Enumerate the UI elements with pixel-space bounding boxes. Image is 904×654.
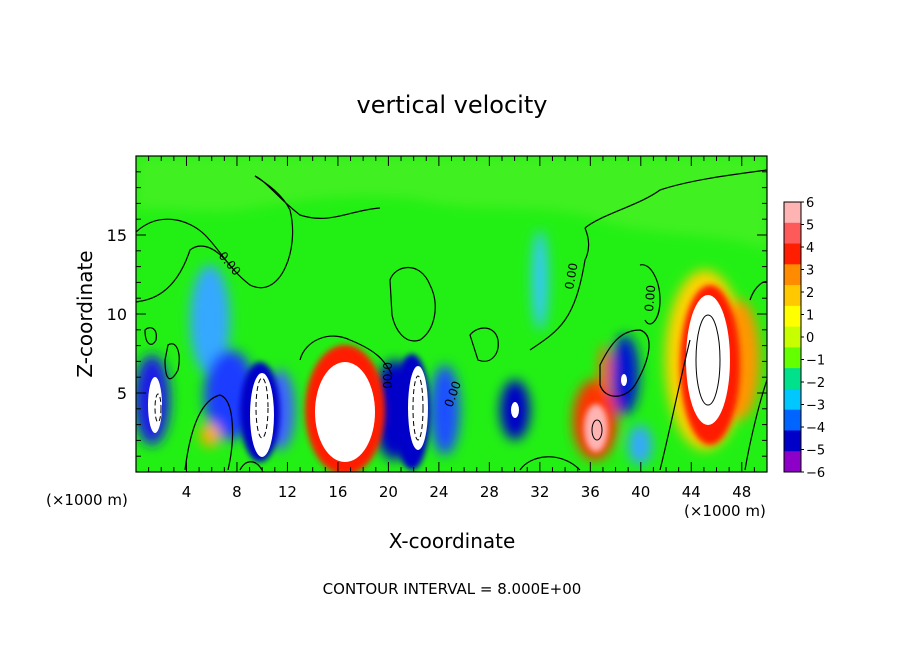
strong-updraft-core <box>250 373 274 457</box>
colorbar-swatch <box>784 409 801 431</box>
colorbar-label: −1 <box>806 354 825 369</box>
y-axis-label: Z-coordinate <box>73 250 97 377</box>
colorbar-swatch <box>784 202 801 224</box>
colorbar-swatch <box>784 326 801 348</box>
x-tick-label: 8 <box>232 483 242 501</box>
x-unit-left: (×1000 m) <box>46 491 128 509</box>
colorbar: 6 5 4 3 2 1 0 −1 −2 −3 −4 −5 −6 <box>783 196 825 481</box>
colorbar-swatch <box>784 388 801 411</box>
strong-updraft-core <box>408 366 428 450</box>
zero-contour <box>164 343 180 380</box>
zero-contour <box>639 264 661 325</box>
zero-contour <box>584 169 767 229</box>
x-tick-label: 16 <box>328 483 347 501</box>
x-unit-right: (×1000 m) <box>684 502 766 520</box>
colorbar-label: 4 <box>806 241 814 256</box>
colorbar-swatch <box>784 347 801 369</box>
contour-label: 0.00 <box>642 284 658 312</box>
zero-contour <box>659 339 691 471</box>
colorbar-label: 1 <box>806 309 814 324</box>
strong-updraft-core <box>315 362 375 462</box>
zero-contour <box>749 280 767 301</box>
colorbar-label: −6 <box>806 466 825 481</box>
zero-contour <box>239 461 263 471</box>
downdraft-region <box>628 425 652 465</box>
contour-interval-note: CONTOUR INTERVAL = 8.000E+00 <box>323 580 582 598</box>
zero-contour <box>519 456 581 471</box>
contour-label: 0.00 <box>562 262 580 291</box>
colorbar-label: −4 <box>806 421 825 436</box>
x-tick-label: 40 <box>631 483 650 501</box>
x-tick-label: 4 <box>182 483 192 501</box>
colorbar-label: 5 <box>806 219 814 234</box>
downdraft-region <box>532 230 548 330</box>
strong-updraft-core <box>621 374 627 386</box>
x-tick-label: 24 <box>429 483 448 501</box>
y-tick-label: 15 <box>107 226 127 245</box>
zero-contour <box>136 245 233 303</box>
y-tick-labels: 5 10 15 <box>107 226 127 403</box>
core-contour <box>591 419 603 441</box>
updraft-region <box>200 423 220 447</box>
colorbar-label: 3 <box>806 264 814 279</box>
chart-title: vertical velocity <box>357 91 548 119</box>
colorbar-label: −2 <box>806 376 825 391</box>
colorbar-label: 2 <box>806 286 814 301</box>
colorbar-label: −3 <box>806 399 825 414</box>
colorbar-swatch <box>784 451 801 473</box>
negative-contour <box>154 393 162 423</box>
downdraft-region <box>430 365 460 455</box>
colorbar-swatch <box>784 243 801 265</box>
axis-ticks <box>136 156 767 472</box>
zero-contour <box>389 267 436 342</box>
zero-contour <box>469 327 499 362</box>
x-tick-labels: 4 8 12 16 20 24 28 32 36 40 44 48 <box>182 483 752 501</box>
zero-contour <box>529 227 590 351</box>
negative-contour <box>255 377 269 439</box>
colorbar-swatch <box>784 430 801 452</box>
colorbar-label: 0 <box>806 331 814 346</box>
x-tick-label: 44 <box>682 483 701 501</box>
colorbar-swatch <box>784 285 801 307</box>
updraft-region <box>599 345 611 395</box>
x-tick-label: 32 <box>530 483 549 501</box>
colorbar-label: 6 <box>806 196 814 211</box>
core-contour <box>695 314 721 406</box>
colorbar-label: −5 <box>806 444 825 459</box>
x-tick-label: 20 <box>379 483 398 501</box>
zero-contour <box>144 327 157 345</box>
x-tick-label: 12 <box>278 483 297 501</box>
contour-label: 0.00 <box>380 362 394 389</box>
colorbar-swatch <box>784 305 801 328</box>
x-tick-label: 36 <box>581 483 600 501</box>
plot-area <box>136 156 767 472</box>
strong-updraft-core <box>686 295 730 425</box>
downdraft-region <box>190 265 230 375</box>
x-tick-label: 48 <box>732 483 751 501</box>
zero-contour <box>184 394 234 471</box>
zero-contour <box>599 329 650 397</box>
colorbar-swatch <box>784 264 801 286</box>
zero-contour <box>136 175 381 289</box>
y-tick-label: 5 <box>117 384 127 403</box>
colorbar-swatch <box>784 222 801 245</box>
zero-contour <box>299 335 393 376</box>
updraft-core <box>584 404 608 452</box>
zero-contour <box>744 379 767 471</box>
upper-region <box>136 156 767 250</box>
negative-contour <box>412 375 424 441</box>
strong-updraft-core <box>511 402 519 418</box>
x-axis-label: X-coordinate <box>389 529 516 553</box>
colorbar-swatch <box>784 368 801 390</box>
y-tick-label: 10 <box>107 305 127 324</box>
x-tick-label: 28 <box>480 483 499 501</box>
